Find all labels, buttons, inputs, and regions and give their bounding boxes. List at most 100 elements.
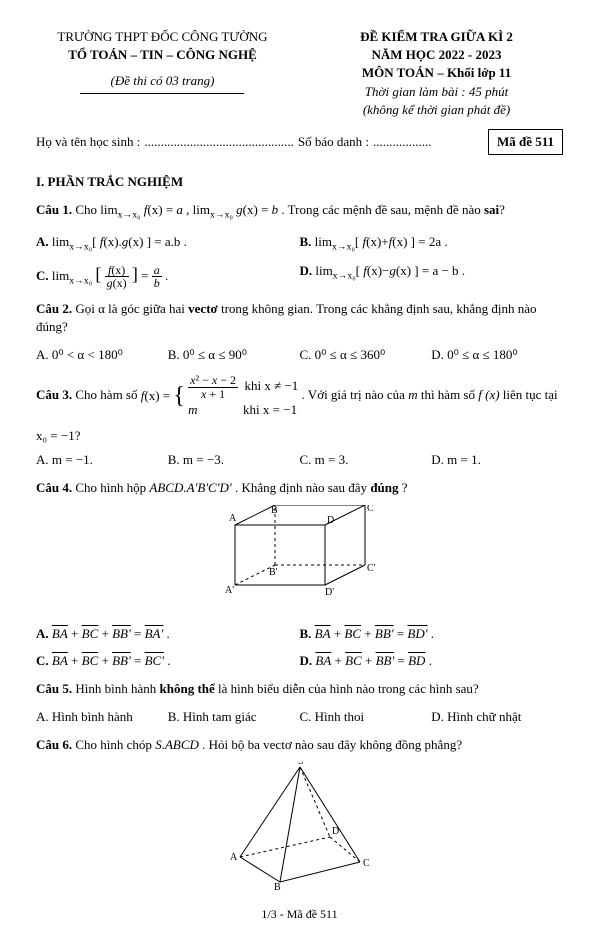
- q2-text-1: Gọi α là góc giữa hai: [75, 301, 188, 316]
- pages-note-text: (Đề thi có 03 trang): [80, 72, 244, 93]
- exam-subject: MÔN TOÁN – Khối lớp 11: [310, 64, 563, 82]
- q1-d-after: = a − b .: [422, 263, 465, 278]
- q5-options: A. Hình bình hành B. Hình tam giác C. Hì…: [36, 706, 563, 728]
- q3-opt-a: A. m = −1.: [36, 449, 168, 471]
- q1-num: Câu 1.: [36, 202, 72, 217]
- dept-name: TỔ TOÁN – TIN – CÔNG NGHỆ: [36, 46, 289, 64]
- q1-math-1: limx→x₀ f(x) = a , limx→x₀ g(x) = b: [100, 202, 278, 217]
- q5-text-2: không thể: [160, 681, 215, 696]
- q4-c-math: BA + BC + BB' = BC': [52, 653, 164, 668]
- q2-opt-b: B. 0⁰ ≤ α ≤ 90⁰: [168, 344, 300, 366]
- svg-text:A: A: [229, 513, 237, 524]
- q4-opt-a: A. BA + BC + BB' = BA' .: [36, 623, 300, 645]
- q4-c-pre: C.: [36, 653, 52, 668]
- q1-text-1: Cho: [75, 202, 100, 217]
- header-left: TRƯỜNG THPT ĐỐC CÔNG TƯỜNG TỔ TOÁN – TIN…: [36, 28, 289, 119]
- q1-opt-c: C. limx→x₀ [ f(x)g(x) ] = ab .: [36, 260, 300, 292]
- q3-opt-d: D. m = 1.: [431, 449, 563, 471]
- svg-text:A: A: [230, 852, 238, 863]
- q4-text-3: . Khẳng định nào sau đây: [235, 480, 370, 495]
- q4-options-row1: A. BA + BC + BB' = BA' . B. BA + BC + BB…: [36, 623, 563, 645]
- svg-text:B': B': [269, 567, 278, 578]
- q4-b-math: BA + BC + BB' = BD': [315, 626, 428, 641]
- q4-d-math: BA + BC + BB' = BD: [315, 653, 425, 668]
- svg-text:D: D: [327, 515, 334, 526]
- q1-opt-a: A. limx→x₀[ f(x).g(x) ] = a.b .: [36, 231, 300, 256]
- name-label: Họ và tên học sinh :: [36, 133, 140, 151]
- name-dots: ........................................…: [144, 133, 294, 151]
- q1-c-after: .: [165, 268, 168, 283]
- info-line: Họ và tên học sinh : ...................…: [36, 129, 563, 155]
- q2-opt-a: A. 0⁰ < α < 180⁰: [36, 344, 168, 366]
- q4-a-math: BA + BC + BB' = BA': [52, 626, 163, 641]
- q3-text-5: f (x): [478, 388, 499, 403]
- q3-text-2: . Với giá trị nào của: [302, 388, 409, 403]
- svg-text:B: B: [274, 882, 281, 892]
- q1-b-math: limx→x₀[ f(x)+f(x) ]: [315, 234, 415, 249]
- q2-opt-d: D. 0⁰ ≤ α ≤ 180⁰: [431, 344, 563, 366]
- question-5: Câu 5. Hình bình hành không thể là hình …: [36, 680, 563, 698]
- q1-opt-d: D. limx→x₀[ f(x)−g(x) ] = a − b .: [300, 260, 564, 292]
- header-right: ĐỀ KIỂM TRA GIỮA KÌ 2 NĂM HỌC 2022 - 202…: [310, 28, 563, 119]
- q6-text-3: . Hỏi bộ ba vectơ nào sau đây không đồng…: [202, 737, 462, 752]
- q2-opt-c: C. 0⁰ ≤ α ≤ 360⁰: [300, 344, 432, 366]
- q5-text-3: là hình biểu diễn của hình nào trong các…: [218, 681, 479, 696]
- id-dots: ..................: [373, 133, 432, 151]
- q3-num: Câu 3.: [36, 388, 72, 403]
- q4-opt-d: D. BA + BC + BB' = BD .: [300, 650, 564, 672]
- id-label: Số báo danh :: [298, 133, 369, 151]
- q1-options-row1: A. limx→x₀[ f(x).g(x) ] = a.b . B. limx→…: [36, 231, 563, 256]
- svg-text:C: C: [363, 858, 370, 869]
- q3-cond1: khi x ≠ −1: [244, 379, 298, 394]
- q1-a-math: limx→x₀[ f(x).g(x) ]: [52, 234, 151, 249]
- q5-num: Câu 5.: [36, 681, 72, 696]
- q4-num: Câu 4.: [36, 480, 72, 495]
- q4-a-pre: A.: [36, 626, 52, 641]
- q5-opt-d: D. Hình chữ nhật: [431, 706, 563, 728]
- q3-cond2: khi x = −1: [243, 402, 297, 417]
- question-3: Câu 3. Cho hàm số f(x) = { x² − x − 2x +…: [36, 374, 563, 418]
- q4-d-pre: D.: [300, 653, 316, 668]
- question-6: Câu 6. Cho hình chóp S.ABCD . Hỏi bộ ba …: [36, 736, 563, 754]
- svg-text:S: S: [298, 762, 304, 767]
- cube-figure: A B C D A' B' C' D': [36, 505, 563, 615]
- q4-opt-c: C. BA + BC + BB' = BC' .: [36, 650, 300, 672]
- q3-opt-c: C. m = 3.: [300, 449, 432, 471]
- exam-code-box: Mã đề 511: [488, 129, 563, 155]
- q6-text-1: Cho hình chóp: [75, 737, 155, 752]
- q1-text-2: . Trong các mệnh đề sau, mệnh đề nào: [281, 202, 484, 217]
- q4-b-pre: B.: [300, 626, 315, 641]
- q2-text-2: vectơ: [188, 301, 218, 316]
- svg-text:B: B: [271, 505, 278, 516]
- q3-math: f(x) = { x² − x − 2x + 1 khi x ≠ −1 m kh…: [141, 388, 302, 403]
- question-4: Câu 4. Cho hình hộp ABCD.A'B'C'D' . Khẳn…: [36, 479, 563, 497]
- q2-num: Câu 2.: [36, 301, 72, 316]
- q4-options-row2: C. BA + BC + BB' = BC' . D. BA + BC + BB…: [36, 650, 563, 672]
- header: TRƯỜNG THPT ĐỐC CÔNG TƯỜNG TỔ TOÁN – TIN…: [36, 28, 563, 119]
- svg-text:D: D: [332, 826, 339, 837]
- page-footer: 1/3 - Mã đề 511: [36, 906, 563, 923]
- q1-d-label: D.: [300, 263, 316, 278]
- q1-text-3: sai: [484, 202, 499, 217]
- q3-piece2: m: [188, 402, 197, 417]
- question-1: Câu 1. Cho limx→x₀ f(x) = a , limx→x₀ g(…: [36, 201, 563, 222]
- svg-text:C': C': [367, 563, 376, 574]
- section-1-title: I. PHẦN TRẮC NGHIỆM: [36, 173, 563, 191]
- q1-a-label: A.: [36, 234, 52, 249]
- q3-text-1: Cho hàm số: [75, 388, 140, 403]
- q1-opt-b: B. limx→x₀[ f(x)+f(x) ] = 2a .: [300, 231, 564, 256]
- svg-text:D': D': [325, 587, 334, 598]
- svg-text:A': A': [225, 585, 234, 596]
- pyramid-figure: S A B C D: [36, 762, 563, 892]
- svg-text:C: C: [367, 505, 374, 514]
- q4-b-end: .: [431, 626, 434, 641]
- question-2: Câu 2. Gọi α là góc giữa hai vectơ trong…: [36, 300, 563, 336]
- q3-options: A. m = −1. B. m = −3. C. m = 3. D. m = 1…: [36, 449, 563, 471]
- q5-opt-a: A. Hình bình hành: [36, 706, 168, 728]
- q3-sub: x₀ = −1?: [36, 427, 563, 445]
- q1-b-after: = 2a .: [418, 234, 447, 249]
- q1-a-after: = a.b .: [154, 234, 187, 249]
- exam-note: (không kể thời gian phát đề): [310, 101, 563, 119]
- q6-num: Câu 6.: [36, 737, 72, 752]
- exam-year: NĂM HỌC 2022 - 2023: [310, 46, 563, 64]
